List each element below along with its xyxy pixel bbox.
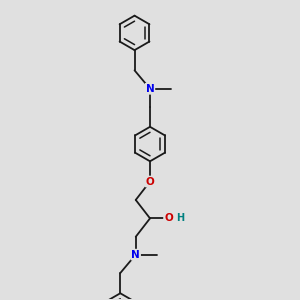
Text: O: O [146,176,154,187]
Text: O: O [164,213,173,224]
Text: N: N [131,250,140,260]
Text: N: N [146,84,154,94]
Text: H: H [176,213,184,224]
